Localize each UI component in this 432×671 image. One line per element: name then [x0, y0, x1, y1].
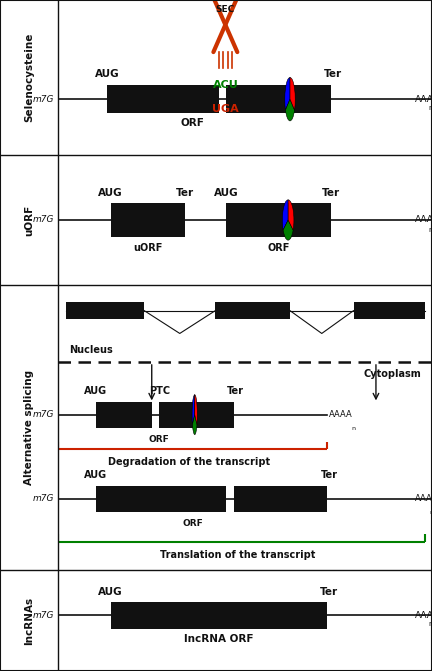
Bar: [215, 302, 290, 319]
Text: ORF: ORF: [267, 244, 290, 254]
Text: m7G: m7G: [33, 95, 54, 104]
Text: AUG: AUG: [214, 188, 239, 198]
Text: ACU: ACU: [213, 80, 238, 90]
Bar: [111, 203, 185, 237]
Text: AAAA: AAAA: [415, 95, 432, 104]
Wedge shape: [192, 395, 195, 425]
Text: ORF: ORF: [181, 118, 205, 127]
Text: Selenocysteine: Selenocysteine: [24, 33, 34, 122]
Text: AAAA: AAAA: [415, 215, 432, 225]
Text: UGA: UGA: [212, 104, 239, 114]
Text: lncRNA ORF: lncRNA ORF: [184, 633, 254, 643]
Text: Degradation of the transcript: Degradation of the transcript: [108, 458, 270, 468]
Bar: [96, 402, 152, 427]
Text: SEC: SEC: [216, 5, 235, 13]
Text: PTC: PTC: [149, 386, 170, 396]
Text: AUG: AUG: [98, 587, 123, 597]
Wedge shape: [192, 415, 197, 435]
Wedge shape: [283, 220, 293, 240]
Text: AUG: AUG: [98, 188, 123, 198]
Text: AUG: AUG: [95, 69, 119, 79]
Text: ORF: ORF: [149, 435, 170, 444]
Text: Ter: Ter: [322, 188, 340, 198]
Bar: [226, 203, 331, 237]
Text: Cytoplasm: Cytoplasm: [363, 369, 421, 379]
Text: lncRNAs: lncRNAs: [24, 597, 34, 645]
Wedge shape: [288, 200, 294, 230]
Text: n: n: [429, 621, 432, 627]
Text: Translation of the transcript: Translation of the transcript: [160, 550, 315, 560]
Text: AAAA: AAAA: [329, 410, 353, 419]
Text: Ter: Ter: [321, 470, 338, 480]
Text: m7G: m7G: [33, 410, 54, 419]
Text: AAAA: AAAA: [415, 495, 432, 503]
Text: Ter: Ter: [320, 587, 338, 597]
Bar: [353, 302, 425, 319]
Text: AAAA: AAAA: [415, 611, 432, 620]
Bar: [226, 85, 331, 113]
Text: m7G: m7G: [33, 215, 54, 225]
Text: n: n: [429, 511, 432, 515]
Text: AUG: AUG: [84, 386, 107, 396]
Bar: [66, 302, 144, 319]
Wedge shape: [195, 395, 197, 425]
Text: Ter: Ter: [227, 386, 245, 396]
Text: uORF: uORF: [133, 244, 163, 254]
Text: Nucleus: Nucleus: [70, 345, 113, 355]
Wedge shape: [283, 200, 288, 230]
Bar: [96, 486, 226, 511]
Text: m7G: m7G: [33, 611, 54, 620]
Text: uORF: uORF: [24, 205, 34, 236]
Text: n: n: [352, 427, 356, 431]
Text: m7G: m7G: [33, 495, 54, 503]
Wedge shape: [290, 77, 295, 110]
Bar: [107, 85, 219, 113]
Wedge shape: [286, 99, 295, 121]
Bar: [111, 603, 327, 629]
Bar: [234, 486, 327, 511]
Text: ORF: ORF: [182, 519, 203, 527]
Text: Alternative splicing: Alternative splicing: [24, 370, 34, 485]
Text: n: n: [429, 105, 432, 111]
Bar: [159, 402, 234, 427]
Text: n: n: [429, 227, 432, 234]
Text: Ter: Ter: [324, 69, 342, 79]
Wedge shape: [285, 77, 290, 110]
Text: Ter: Ter: [176, 188, 194, 198]
Text: AUG: AUG: [84, 470, 107, 480]
